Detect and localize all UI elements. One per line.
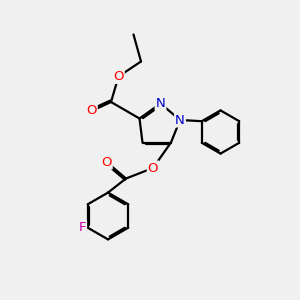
Text: O: O [86,104,97,118]
Text: F: F [79,221,86,234]
Text: N: N [175,113,185,127]
Text: N: N [156,97,165,110]
Text: O: O [148,161,158,175]
Text: O: O [113,70,124,83]
Text: O: O [101,155,112,169]
